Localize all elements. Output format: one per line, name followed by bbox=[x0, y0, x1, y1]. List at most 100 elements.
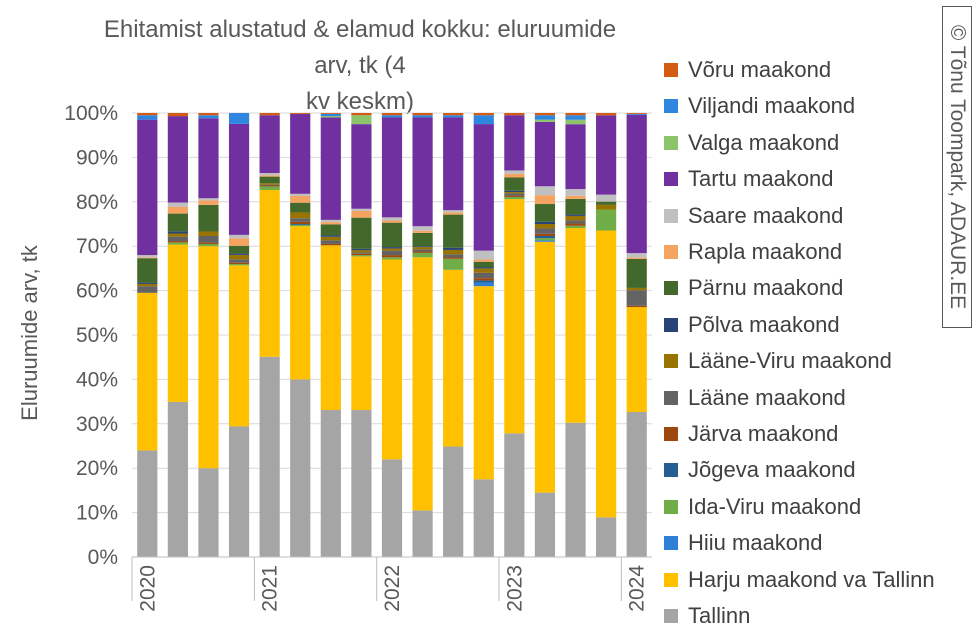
legend-label: Põlva maakond bbox=[688, 311, 840, 337]
legend-label: Võru maakond bbox=[688, 57, 832, 82]
bar-segment bbox=[259, 184, 280, 186]
bar-segment bbox=[412, 510, 433, 557]
bar-segment bbox=[228, 245, 250, 254]
bar-segment bbox=[290, 212, 311, 219]
bar-segment bbox=[596, 209, 617, 231]
bar-segment bbox=[320, 235, 341, 237]
legend-label: Järva maakond bbox=[688, 421, 839, 446]
bar-segment bbox=[504, 193, 525, 196]
bar-segment bbox=[228, 234, 250, 239]
bar-segment bbox=[565, 214, 586, 216]
bar-segment bbox=[351, 250, 372, 253]
bar-segment bbox=[473, 113, 494, 116]
legend-label: Pärnu maakond bbox=[688, 275, 844, 301]
bar-segment bbox=[351, 255, 372, 257]
legend-swatch bbox=[664, 208, 678, 223]
chart-title-line-1: Ehitamist alustatud & elamud kokku: elur… bbox=[103, 16, 617, 79]
bar-segment bbox=[137, 258, 158, 283]
bar-segment bbox=[565, 119, 586, 125]
bar-segment bbox=[228, 113, 250, 124]
bar-segment bbox=[443, 214, 464, 248]
bar-segment bbox=[412, 226, 433, 231]
bar-segment bbox=[320, 243, 341, 246]
bar-segment bbox=[351, 115, 372, 125]
bar-segment bbox=[259, 356, 280, 557]
bar-segment bbox=[290, 224, 311, 225]
bar-segment bbox=[473, 280, 494, 283]
bar-segment bbox=[381, 257, 403, 260]
x-tick-label: 2024 bbox=[626, 565, 649, 612]
legend-swatch bbox=[664, 463, 678, 478]
bar-segment bbox=[443, 257, 464, 259]
bar-segment bbox=[167, 202, 188, 207]
bar-segment bbox=[504, 115, 525, 171]
legend-swatch bbox=[664, 317, 678, 332]
bar-segment bbox=[443, 249, 464, 255]
bar-segment bbox=[381, 255, 403, 258]
bar-segment bbox=[290, 226, 311, 380]
bar-segment bbox=[596, 201, 617, 205]
legend-label: Jõgeva maakond bbox=[688, 457, 856, 483]
bar-segment bbox=[381, 220, 403, 223]
bar-segment bbox=[198, 231, 219, 236]
bar-segment bbox=[443, 113, 464, 116]
bar-segment bbox=[137, 286, 158, 293]
bar-segment bbox=[412, 251, 433, 253]
bar-segment bbox=[534, 238, 556, 241]
bar-segment bbox=[534, 115, 556, 120]
bar-segment bbox=[351, 410, 372, 557]
bar-segment bbox=[534, 228, 556, 234]
bar-segment bbox=[290, 224, 311, 227]
bar-segment bbox=[351, 113, 372, 116]
y-tick-label: 60% bbox=[76, 280, 118, 303]
bar-segment bbox=[473, 282, 494, 287]
bar-segment bbox=[351, 256, 372, 411]
bar-segment bbox=[473, 261, 494, 268]
bar-segment bbox=[167, 113, 188, 117]
bar-segment bbox=[565, 223, 586, 226]
bar-segment bbox=[534, 233, 556, 236]
y-tick-label: 100% bbox=[64, 102, 118, 125]
legend-label: Viljandi maakond bbox=[688, 93, 856, 119]
bar-segment bbox=[290, 193, 311, 197]
y-tick-label: 50% bbox=[76, 324, 118, 347]
bar-segment bbox=[565, 189, 586, 196]
bar-segment bbox=[504, 199, 525, 434]
bar-segment bbox=[167, 213, 188, 232]
bar-segment bbox=[198, 118, 219, 199]
bar-segment bbox=[473, 272, 494, 279]
bar-segment bbox=[351, 217, 372, 249]
bar-segment bbox=[626, 307, 647, 412]
bar-segment bbox=[473, 286, 494, 480]
bar-segment bbox=[626, 258, 647, 288]
bar-segment bbox=[626, 114, 647, 254]
bar-segment bbox=[443, 117, 464, 211]
bar-segment bbox=[137, 282, 158, 284]
bar-segment bbox=[565, 195, 586, 199]
bar-segment bbox=[412, 113, 433, 116]
copyright-owner: Tõnu Toompark, ADAUR.EE bbox=[946, 45, 969, 310]
bar-segment bbox=[137, 450, 158, 557]
bar-segment bbox=[626, 287, 647, 291]
bar-segment bbox=[198, 115, 219, 119]
bar-segment bbox=[412, 232, 433, 247]
y-tick-label: 90% bbox=[76, 146, 118, 169]
bar-segment bbox=[351, 208, 372, 211]
bar-segment bbox=[198, 198, 219, 201]
bar-segment bbox=[167, 206, 188, 214]
bar-segment bbox=[137, 292, 158, 451]
bar-segment bbox=[137, 115, 158, 120]
bar-segment bbox=[473, 250, 494, 260]
bar-segment bbox=[167, 233, 188, 237]
bar-segment bbox=[473, 278, 494, 281]
bar-segment bbox=[534, 204, 556, 222]
bar-segment bbox=[137, 283, 158, 287]
bar-segment bbox=[259, 176, 280, 184]
bar-segment bbox=[596, 194, 617, 202]
bar-segment bbox=[626, 305, 647, 308]
bar-segment bbox=[228, 265, 250, 427]
legend-swatch bbox=[664, 354, 678, 369]
bar-segment bbox=[412, 249, 433, 252]
copyright-text: © Tõnu Toompark, ADAUR.EE bbox=[945, 25, 969, 309]
bar-segment bbox=[412, 230, 433, 233]
